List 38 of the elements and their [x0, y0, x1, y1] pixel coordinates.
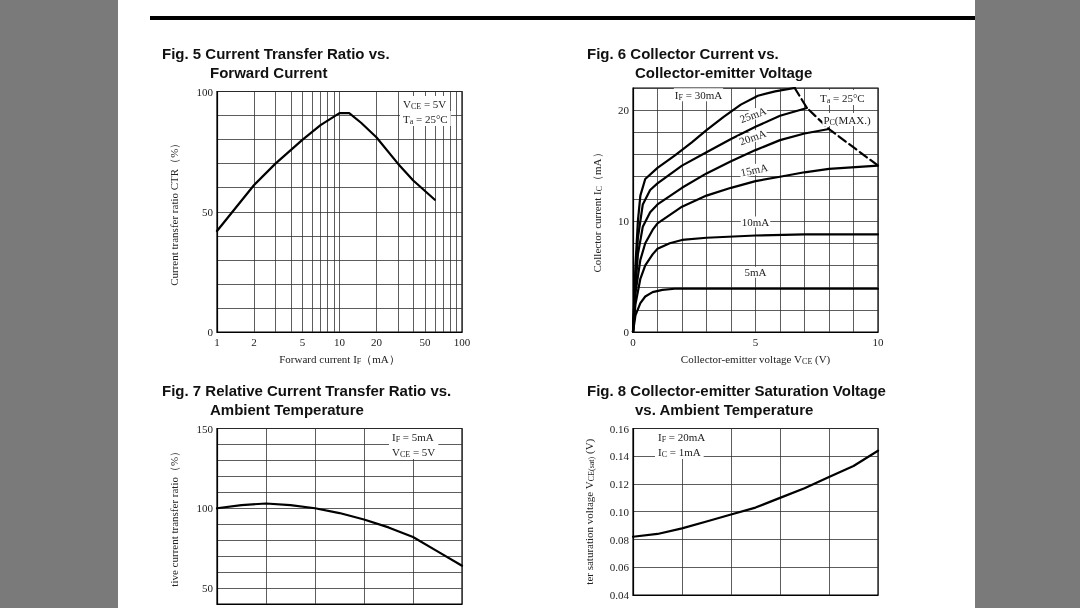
y-tick-label: 0.14	[609, 450, 630, 463]
x-tick-label: 100	[453, 335, 471, 348]
y-axis-title: Collector current IC（mA）	[590, 147, 604, 273]
y-tick-label: 0.10	[609, 505, 630, 518]
series-label: 5mA	[744, 266, 767, 279]
chart-title: Fig. 8 Collector-emitter Saturation Voltage vs. Ambient Temperature	[587, 381, 886, 419]
y-tick-label: 0.16	[609, 422, 630, 435]
y-tick-label: 100	[196, 85, 214, 98]
x-tick-label: 1	[214, 335, 220, 348]
y-tick-label: 0.12	[609, 478, 629, 490]
y-axis-title: ter saturation voltage VCE(sat) (V)	[582, 438, 596, 585]
x-tick-label: 5	[299, 335, 306, 348]
y-axis-title: tive current transfer ratio（%）	[167, 445, 180, 587]
y-tick-label: 0.04	[609, 589, 630, 601]
x-tick-label: 20	[370, 335, 383, 348]
x-tick-label: 50	[419, 335, 432, 348]
y-axis-title: Current transfer ratio CTR（%）	[167, 137, 180, 286]
chart-title: Fig. 6 Collector Current vs. Collector-emitter Voltage	[587, 44, 813, 82]
y-tick-label: 0.08	[609, 533, 630, 546]
y-tick-label: 100	[196, 502, 214, 515]
x-tick-label: 5	[752, 335, 759, 348]
chart-title: Fig. 7 Relative Current Transfer Ratio vs. Ambient Temperature	[162, 381, 452, 419]
y-tick-label: 0	[623, 326, 630, 338]
x-tick-label: 10	[334, 335, 346, 348]
text: 15mA	[739, 161, 769, 179]
chart-title: Fig. 5 Current Transfer Ratio vs. Forward Current	[162, 44, 390, 82]
y-tick-label: 0	[207, 326, 214, 338]
text: 25mA	[737, 104, 768, 126]
y-tick-label: 0.06	[609, 561, 630, 574]
x-tick-label: 10	[872, 335, 884, 348]
y-tick-label: 10	[618, 215, 630, 228]
series-label: 10mA	[741, 216, 770, 229]
y-tick-label: 50	[202, 582, 214, 595]
x-tick-label: 2	[251, 335, 257, 348]
y-tick-label: 150	[196, 422, 214, 435]
text: 20mA	[737, 126, 768, 148]
y-tick-label: 50	[202, 205, 214, 218]
y-tick-label: 20	[618, 104, 630, 117]
